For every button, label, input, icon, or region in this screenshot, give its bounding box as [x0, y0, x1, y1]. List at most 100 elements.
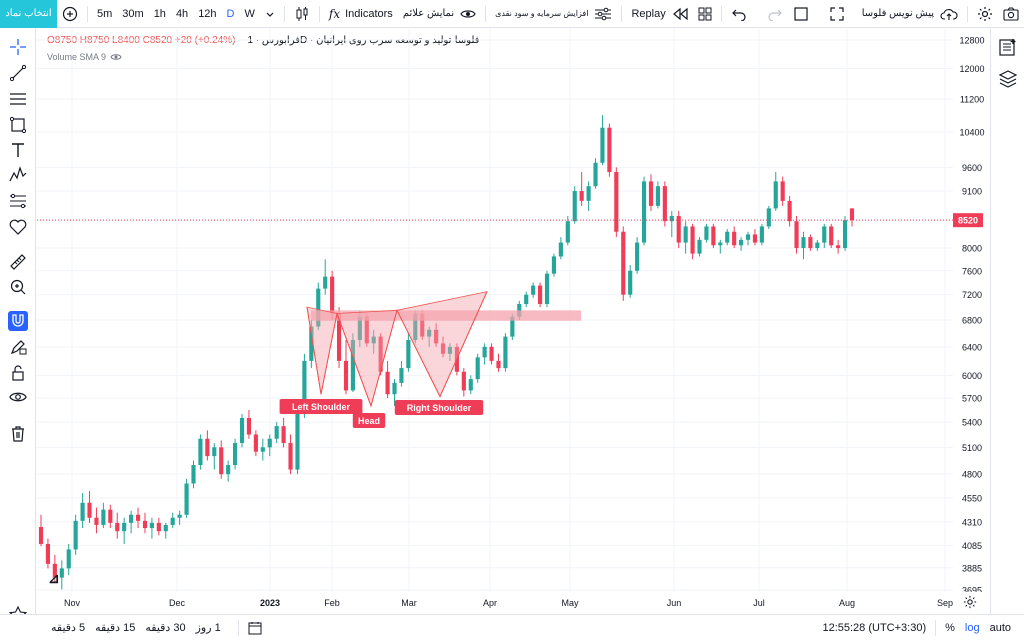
text-icon[interactable] — [8, 140, 28, 160]
chart-style-button[interactable] — [289, 0, 315, 28]
pre-trade-button[interactable]: پیش نویس فلوسا — [857, 0, 963, 28]
log-toggle[interactable]: log — [964, 621, 980, 634]
candle-body — [330, 276, 335, 314]
eye-icon[interactable] — [8, 387, 28, 407]
trendline-icon[interactable] — [8, 63, 28, 83]
price-tick: 6800 — [962, 315, 982, 325]
candle-body — [323, 276, 328, 289]
ruler-icon[interactable] — [8, 252, 28, 272]
interval-5m[interactable]: 5m — [97, 7, 113, 20]
candle-body — [496, 360, 501, 369]
candle-body — [427, 329, 432, 337]
range-button[interactable]: 5 دقیقه — [51, 622, 86, 634]
candle-body — [780, 181, 785, 201]
candle-body — [822, 226, 827, 243]
auto-toggle[interactable]: auto — [989, 621, 1011, 634]
candle-body — [607, 127, 612, 172]
candle-body — [177, 514, 182, 518]
candle-body — [635, 242, 640, 271]
candle-body — [711, 226, 716, 246]
crosshair-icon[interactable] — [8, 37, 28, 57]
select-button[interactable] — [789, 0, 813, 28]
divider — [485, 5, 487, 22]
resistance-zone[interactable] — [311, 310, 581, 321]
pattern-line — [306, 291, 488, 408]
trash-icon[interactable] — [8, 424, 28, 444]
candle-body — [787, 200, 792, 222]
price-axis[interactable]: 12800 12000 11200 10400 9600 9100 8000 7600 7200… — [953, 29, 990, 592]
horizontal-lines-icon[interactable] — [8, 89, 28, 109]
annotation-label[interactable]: Head — [358, 416, 380, 426]
zoom-in-icon[interactable] — [8, 277, 28, 297]
candle-body — [385, 371, 390, 395]
candle-body — [302, 360, 307, 414]
pattern-icon[interactable] — [8, 165, 28, 185]
watchlist-icon[interactable] — [998, 37, 1018, 60]
heart-icon[interactable] — [8, 217, 28, 237]
time-axis[interactable]: Nov Dec 2023 Feb Mar Apr May Jun Jul Aug Sep — [37, 592, 953, 614]
add-symbol-button[interactable] — [57, 0, 83, 28]
indicators-button[interactable]: fx Indicators — [324, 0, 398, 28]
candles-icon — [296, 6, 308, 21]
percent-toggle[interactable]: % — [945, 621, 955, 634]
pencil-lock-icon[interactable] — [8, 337, 28, 357]
candle-body — [586, 186, 591, 201]
interval-1h[interactable]: 1h — [153, 7, 166, 20]
interval-W[interactable]: W — [244, 7, 255, 20]
snapshot-button[interactable] — [998, 0, 1024, 28]
candle-body — [246, 417, 252, 435]
clock[interactable]: 12:55:28 (UTC+3:30) — [822, 621, 927, 634]
interval-dropdown[interactable] — [260, 0, 280, 28]
candle-body — [129, 514, 134, 523]
chevron-down-icon — [266, 12, 274, 17]
layout-button[interactable] — [693, 0, 717, 28]
measure-lines-icon[interactable] — [8, 191, 28, 211]
interval-group: 5m 30m 1h 4h 12h D W — [92, 0, 260, 28]
volume-label[interactable]: Volume SMA 9 — [47, 52, 107, 62]
calendar-icon — [248, 621, 262, 634]
capital-increase-label: افزایش سرمایه و سود نقدی — [495, 9, 589, 18]
replay-button[interactable]: Replay — [626, 0, 692, 28]
candle-body — [718, 242, 723, 246]
settings-button[interactable] — [972, 0, 998, 28]
rectangle-icon[interactable] — [8, 115, 28, 135]
price-tick: 10400 — [959, 127, 984, 137]
range-button[interactable]: 30 دقیقه — [145, 622, 186, 634]
price-tick: 4310 — [962, 517, 982, 527]
interval-D[interactable]: D — [226, 7, 235, 20]
annotation-label[interactable]: Right Shoulder — [407, 403, 472, 413]
range-button[interactable]: 1 روز — [195, 622, 221, 634]
pattern-shape[interactable] — [396, 291, 488, 398]
candle-body — [773, 181, 778, 209]
candle-body — [669, 216, 674, 222]
square-icon — [794, 6, 808, 21]
symbol-search-button[interactable]: انتخاب نماد — [0, 0, 57, 28]
candle-body — [420, 313, 425, 337]
axis-settings-icon[interactable] — [963, 595, 977, 612]
price-chart[interactable]: Left Shoulder Head Right Shoulder — [37, 29, 953, 592]
candle-body — [662, 186, 667, 222]
magnet-icon[interactable] — [8, 311, 28, 331]
layers-icon[interactable] — [998, 69, 1018, 92]
redo-button[interactable] — [762, 0, 788, 28]
candle-body — [295, 413, 300, 470]
candle-body — [274, 426, 279, 439]
fullscreen-button[interactable] — [825, 0, 849, 28]
candle-body — [434, 329, 439, 344]
interval-4h[interactable]: 4h — [175, 7, 189, 20]
annotation-label[interactable]: Left Shoulder — [292, 402, 350, 412]
range-button[interactable]: 15 دقیقه — [95, 622, 136, 634]
show-signals-button[interactable]: نمایش علائم — [398, 0, 481, 28]
capital-increase-button[interactable]: افزایش سرمایه و سود نقدی — [490, 0, 617, 28]
date-range-button[interactable] — [243, 614, 267, 642]
undo-button[interactable] — [726, 0, 752, 28]
candle-body — [579, 191, 584, 201]
interval-12h[interactable]: 12h — [198, 7, 217, 20]
fx-icon: fx — [328, 6, 341, 21]
price-tick: 5400 — [962, 418, 982, 428]
candle-body — [447, 346, 453, 354]
candle-body — [531, 285, 536, 295]
time-tick: Jul — [753, 598, 765, 608]
interval-30m[interactable]: 30m — [122, 7, 144, 20]
lock-icon[interactable] — [8, 363, 28, 383]
